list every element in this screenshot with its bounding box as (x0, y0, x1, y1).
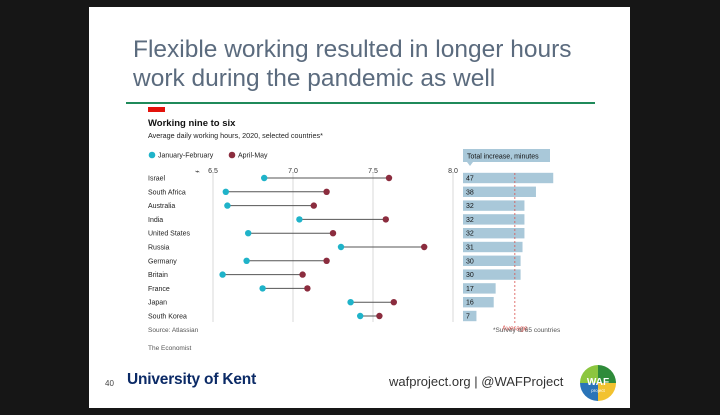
bar-panel-header (463, 149, 550, 162)
point-jan-feb (261, 174, 268, 182)
x-tick-label: 7.5 (368, 168, 378, 175)
point-jan-feb (224, 202, 231, 209)
point-apr-may (390, 299, 397, 306)
country-label: South Korea (148, 314, 187, 321)
point-apr-may (385, 174, 393, 182)
credit: The Economist (148, 345, 192, 352)
point-apr-may (304, 285, 311, 292)
increase-bar (463, 214, 525, 225)
increase-bar-label: 47 (466, 176, 474, 183)
increase-bar-label: 32 (466, 217, 474, 224)
point-apr-may (310, 202, 317, 209)
survey-note: *Survey of 65 countries (493, 327, 561, 334)
slide-number: 40 (105, 379, 114, 388)
country-label: South Africa (148, 189, 186, 196)
university-logo-text: University of Kent (127, 371, 257, 388)
legend-apr-may-label: April-May (238, 153, 268, 160)
logo-text: WAF (587, 377, 609, 388)
increase-bar-label: 30 (466, 258, 474, 265)
country-label: Australia (148, 203, 175, 210)
point-apr-may (421, 243, 428, 251)
waf-logo-icon: WAF project (580, 365, 616, 401)
increase-bar-label: 31 (466, 245, 474, 252)
x-tick-label: 7.0 (288, 168, 298, 175)
country-label: Germany (148, 258, 177, 265)
legend-jan-feb-marker (148, 151, 156, 159)
increase-bar-label: 7 (466, 314, 470, 321)
axis-break-icon: ⌁ (195, 167, 200, 176)
country-label: Japan (148, 300, 167, 307)
point-apr-may (382, 216, 389, 223)
country-label: France (148, 286, 170, 293)
increase-bar (463, 297, 494, 308)
economist-red-tag (148, 107, 165, 112)
slide: Flexible working resulted in longer hour… (89, 7, 630, 408)
increase-bar (463, 200, 525, 211)
increase-bar (463, 269, 521, 280)
point-apr-may (329, 230, 337, 237)
point-jan-feb (245, 230, 252, 237)
country-label: India (148, 217, 163, 224)
increase-bar-label: 17 (466, 286, 474, 293)
point-jan-feb (296, 216, 303, 223)
chart-subtitle: Average daily working hours, 2020, selec… (148, 131, 323, 140)
point-jan-feb (337, 243, 345, 251)
point-jan-feb (347, 299, 354, 306)
point-jan-feb (222, 188, 229, 195)
bar-panel-title: Total increase, minutes (467, 154, 539, 161)
source-note: Source: Atlassian (148, 327, 199, 334)
increase-bar-label: 32 (466, 203, 474, 210)
increase-bar-label: 16 (466, 300, 474, 307)
increase-bar (463, 241, 523, 253)
increase-bar (463, 283, 496, 294)
average-label: Average (502, 326, 528, 333)
point-jan-feb (243, 257, 250, 264)
chart: Working nine to six Average daily workin… (148, 107, 561, 352)
increase-bar (463, 186, 536, 197)
point-apr-may (323, 257, 330, 264)
increase-bar (463, 228, 525, 239)
title-divider (126, 102, 595, 104)
x-tick-label: 8.0 (448, 168, 458, 175)
increase-bar (463, 255, 521, 266)
point-jan-feb (219, 271, 226, 278)
country-label: Israel (148, 176, 166, 183)
increase-bar-label: 38 (466, 189, 474, 196)
increase-bar (463, 172, 554, 184)
point-apr-may (323, 188, 330, 195)
bar-panel-header-pointer (467, 162, 473, 166)
plot-area: 6.5 7.0 7.5 8.0 Israel 47 South Africa 38 Austra… (148, 168, 554, 333)
country-label: Russia (148, 245, 170, 252)
footer-text: wafproject.org | @WAFProject (389, 374, 564, 389)
slide-title: Flexible working resulted in longer hour… (133, 36, 572, 92)
legend-apr-may-marker (228, 151, 236, 159)
point-jan-feb (259, 285, 266, 292)
increase-bar-label: 32 (466, 231, 474, 238)
country-label: Britain (148, 272, 168, 279)
point-jan-feb (357, 312, 364, 320)
chart-title: Working nine to six (148, 118, 236, 129)
point-apr-may (299, 271, 306, 278)
increase-bar (463, 310, 477, 322)
country-label: United States (148, 231, 191, 238)
x-tick-label: 6.5 (208, 168, 218, 175)
increase-bar-label: 30 (466, 272, 474, 279)
legend-jan-feb-label: January-February (158, 153, 214, 160)
logo-subtext: project (591, 388, 605, 393)
point-apr-may (376, 312, 383, 320)
